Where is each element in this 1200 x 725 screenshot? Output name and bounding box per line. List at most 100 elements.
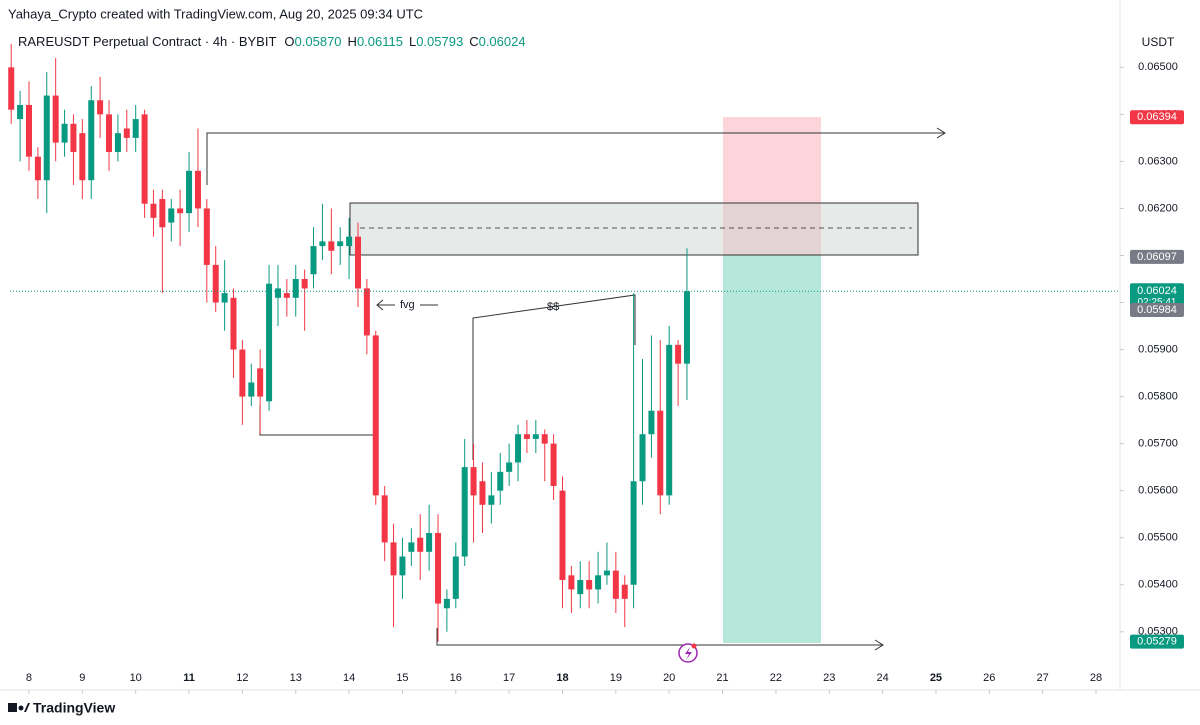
candle-body	[168, 208, 175, 223]
candle-body	[399, 556, 406, 576]
ohlc-value: 0.05870	[294, 34, 342, 49]
candle-body	[390, 542, 397, 576]
candle-body	[123, 128, 130, 138]
event-dot	[691, 643, 697, 649]
low-line	[259, 405, 375, 436]
candle-body	[203, 208, 210, 265]
candle-body	[461, 467, 468, 557]
y-tick-label: 0.05500	[1138, 532, 1178, 544]
candle-body	[630, 481, 637, 585]
candle-body	[577, 580, 584, 595]
x-tick-label: 22	[770, 672, 782, 684]
ohlc-key: C	[469, 34, 479, 49]
candle-body	[621, 584, 628, 599]
bottom-arrow-line	[436, 628, 884, 651]
candle-body	[683, 291, 690, 364]
candle-body	[675, 344, 682, 364]
candle-body	[194, 170, 201, 209]
candle-body	[497, 471, 504, 491]
candle-body	[52, 95, 59, 143]
candle-body	[283, 293, 290, 298]
candle-body	[266, 283, 273, 402]
candle-body	[346, 236, 353, 247]
x-tick-label: 14	[343, 672, 355, 684]
stop-zone	[723, 117, 821, 255]
y-tick-label: 0.06300	[1138, 155, 1178, 167]
annotation: $$	[547, 301, 559, 313]
candle-body	[150, 203, 157, 218]
annotation: fvg	[400, 299, 415, 311]
candle-body	[470, 467, 477, 496]
x-tick-label: 21	[716, 672, 728, 684]
price-label: 0.05279	[1137, 636, 1177, 648]
footer-logo	[8, 703, 30, 712]
candle-body	[301, 279, 308, 289]
x-tick-label: 23	[823, 672, 835, 684]
x-tick-label: 17	[503, 672, 515, 684]
candle-body	[61, 123, 68, 143]
price-label: 0.06024	[1137, 285, 1177, 297]
candle-body	[70, 123, 77, 152]
footer: TradingView	[33, 700, 115, 716]
top-arrow-line	[206, 127, 946, 185]
x-tick-label: 11	[183, 672, 195, 684]
candle-body	[310, 246, 317, 275]
axis-unit: USDT	[1142, 35, 1175, 49]
candle-body	[319, 241, 326, 247]
candle-body	[88, 100, 95, 181]
candle-body	[586, 580, 593, 590]
candle-body	[159, 199, 166, 228]
fvg-arrow	[376, 299, 438, 311]
candle-body	[8, 67, 15, 110]
candle-body	[34, 156, 41, 181]
ohlc-value: 0.06115	[356, 34, 403, 49]
candle-body	[186, 170, 193, 214]
candle-body	[257, 368, 264, 397]
candle-body	[230, 297, 237, 350]
x-tick-label: 15	[396, 672, 408, 684]
x-tick-label: 18	[556, 672, 568, 684]
x-tick-label: 12	[236, 672, 248, 684]
event-icon-bolt	[685, 647, 692, 660]
candle-body	[426, 533, 433, 552]
candle-body	[523, 434, 530, 439]
candle-body	[541, 434, 548, 444]
x-tick-label: 9	[79, 672, 85, 684]
candle-body	[114, 133, 121, 152]
symbol: RAREUSDT Perpetual Contract · 4h · BYBIT	[18, 34, 277, 49]
candle-body	[559, 490, 566, 581]
countdown: 02:25:41	[1138, 297, 1177, 308]
x-tick-label: 26	[983, 672, 995, 684]
candle-body	[79, 133, 86, 181]
ohlc-value: 0.06024	[478, 34, 526, 49]
candle-body	[639, 434, 646, 482]
candle-body	[106, 114, 113, 152]
y-tick-label: 0.05900	[1138, 343, 1178, 355]
x-tick-label: 20	[663, 672, 675, 684]
ohlc-key: H	[347, 34, 357, 49]
legend: RAREUSDT Perpetual Contract · 4h · BYBIT…	[18, 34, 532, 49]
supply-zone	[349, 202, 919, 256]
y-tick-label: 0.05400	[1138, 579, 1178, 591]
candle-body	[443, 598, 450, 609]
candle-body	[372, 335, 379, 496]
candle-body	[666, 344, 673, 496]
x-tick-label: 28	[1090, 672, 1102, 684]
candle-body	[550, 443, 557, 486]
candle-body	[141, 114, 148, 204]
candle-body	[417, 537, 424, 552]
candle-body	[568, 575, 575, 590]
candle-body	[212, 264, 219, 303]
y-tick-label: 0.05700	[1138, 438, 1178, 450]
ohlc-key: O	[284, 34, 295, 49]
candle-body	[221, 293, 228, 303]
candle-body	[648, 410, 655, 435]
candle-body	[515, 434, 522, 463]
price-label: 0.05984	[1137, 304, 1177, 316]
target-zone	[723, 255, 821, 643]
candle-body	[337, 241, 344, 247]
candle-body	[248, 382, 255, 397]
x-tick-label: 27	[1037, 672, 1049, 684]
candle-body	[43, 95, 50, 181]
